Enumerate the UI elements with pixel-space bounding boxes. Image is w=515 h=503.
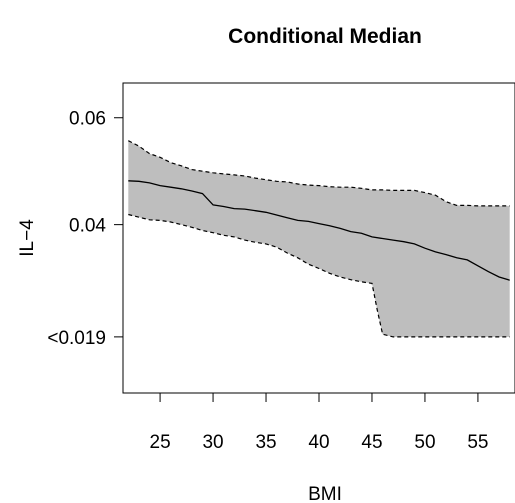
x-tick-label: 45 bbox=[361, 432, 382, 453]
upper-bound-line bbox=[128, 140, 510, 207]
y-tick-label: 0.04 bbox=[69, 216, 106, 237]
x-axis-label: BMI bbox=[308, 484, 342, 503]
x-tick-label: 40 bbox=[308, 432, 329, 453]
plot-area bbox=[122, 82, 515, 394]
lower-bound-line bbox=[128, 213, 510, 338]
y-axis-label: IL−4 bbox=[17, 219, 38, 257]
chart-title: Conditional Median bbox=[228, 25, 422, 48]
y-tick-label: <0.019 bbox=[47, 328, 106, 349]
x-axis: 25 30 35 40 45 50 55 bbox=[150, 392, 488, 453]
x-tick-label: 35 bbox=[255, 432, 276, 453]
median-line bbox=[128, 180, 510, 281]
x-tick-label: 55 bbox=[467, 432, 488, 453]
confidence-band bbox=[128, 140, 510, 337]
x-tick-label: 30 bbox=[202, 432, 223, 453]
x-tick-label: 50 bbox=[414, 432, 435, 453]
y-axis: <0.019 0.04 0.06 bbox=[47, 109, 124, 349]
y-tick-label: 0.06 bbox=[69, 109, 106, 130]
x-tick-label: 25 bbox=[150, 432, 171, 453]
